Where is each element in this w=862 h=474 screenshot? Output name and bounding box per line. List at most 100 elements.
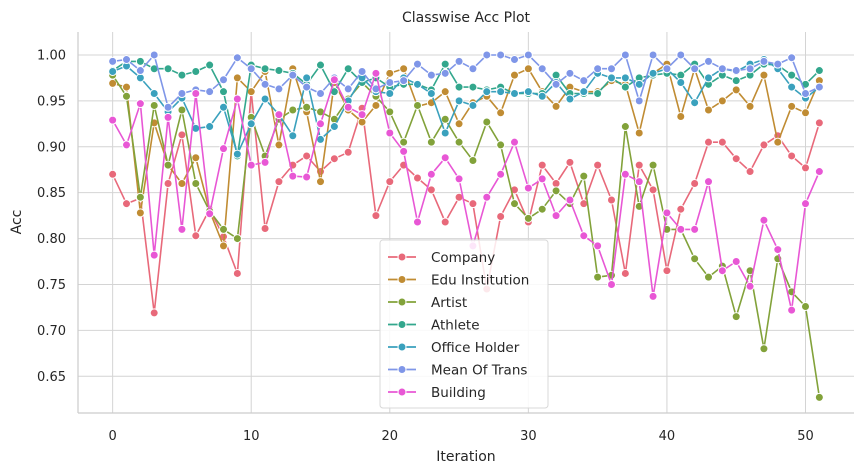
data-point	[343, 147, 353, 157]
data-point	[191, 231, 201, 241]
data-point	[232, 94, 242, 104]
data-point	[440, 128, 450, 138]
data-point	[690, 64, 700, 74]
data-point	[302, 172, 312, 182]
data-point	[135, 66, 145, 76]
x-tick-label: 20	[382, 429, 399, 444]
data-point	[801, 108, 810, 118]
data-point	[177, 70, 187, 80]
data-point	[371, 211, 381, 221]
data-point	[246, 64, 256, 74]
data-point	[496, 50, 506, 60]
data-point	[177, 89, 187, 99]
y-tick-label: 1.00	[37, 48, 66, 63]
data-point	[191, 153, 201, 163]
data-point	[814, 392, 824, 402]
data-point	[648, 185, 658, 195]
data-point	[399, 146, 409, 156]
data-point	[620, 268, 630, 278]
legend-item: Building	[388, 385, 486, 401]
data-point	[565, 195, 575, 205]
data-point	[593, 89, 603, 99]
series-building	[108, 68, 824, 315]
legend-swatch-marker	[397, 297, 407, 307]
data-point	[523, 50, 533, 60]
data-point	[551, 178, 561, 188]
data-point	[801, 163, 810, 173]
data-point	[246, 87, 256, 97]
series-company	[108, 87, 824, 318]
legend-item: Company	[388, 250, 495, 266]
data-point	[731, 257, 741, 267]
data-point	[759, 56, 769, 66]
y-axis-title: Acc	[9, 210, 25, 235]
data-point	[496, 212, 506, 222]
data-point	[177, 178, 187, 188]
data-point	[510, 70, 519, 80]
legend-item: Athlete	[388, 318, 480, 334]
data-point	[191, 178, 201, 188]
y-tick-label: 0.95	[37, 94, 66, 109]
data-point	[745, 281, 755, 291]
data-point	[288, 70, 298, 80]
data-point	[219, 241, 228, 251]
legend-items: Company Edu Institution Artist Athlete Offic…	[388, 250, 529, 401]
data-point	[496, 108, 506, 118]
data-point	[177, 130, 187, 140]
data-point	[648, 68, 658, 78]
data-point	[357, 66, 367, 76]
y-tick-label: 0.75	[37, 278, 66, 293]
data-point	[690, 178, 700, 188]
data-point	[468, 199, 478, 209]
data-point	[232, 149, 242, 159]
data-point	[704, 73, 713, 83]
data-point	[260, 157, 270, 167]
data-point	[205, 122, 215, 132]
data-point	[579, 231, 589, 241]
data-point	[219, 87, 228, 97]
data-point	[676, 77, 686, 87]
data-point	[773, 245, 783, 255]
data-point	[787, 305, 797, 315]
data-point	[219, 144, 228, 154]
data-point	[551, 101, 561, 111]
data-point	[385, 177, 395, 187]
data-point	[551, 70, 561, 80]
data-point	[704, 137, 713, 147]
data-point	[385, 107, 395, 117]
data-point	[634, 160, 644, 170]
data-point	[607, 73, 616, 83]
data-point	[579, 87, 589, 97]
data-point	[135, 192, 145, 202]
x-tick-label: 10	[243, 429, 260, 444]
data-point	[537, 160, 547, 170]
data-point	[426, 169, 436, 179]
data-point	[454, 96, 464, 106]
data-point	[468, 156, 478, 166]
legend-label: Office Holder	[431, 340, 520, 356]
data-point	[496, 169, 506, 179]
data-point	[274, 84, 284, 94]
data-point	[316, 177, 325, 187]
data-point	[551, 211, 561, 221]
data-point	[413, 217, 422, 227]
legend-item: Office Holder	[388, 340, 520, 356]
data-point	[565, 157, 575, 167]
data-point	[496, 87, 506, 97]
data-point	[149, 100, 159, 110]
legend-label: Mean Of Trans	[431, 363, 527, 379]
data-point	[759, 215, 769, 225]
data-point	[814, 66, 824, 76]
data-point	[135, 208, 145, 218]
data-point	[122, 82, 131, 92]
data-point	[731, 66, 741, 76]
data-point	[357, 110, 367, 120]
data-point	[413, 100, 422, 110]
data-point	[246, 160, 256, 170]
data-point	[135, 99, 145, 109]
data-point	[329, 122, 339, 132]
legend-label: Athlete	[431, 318, 480, 334]
data-point	[801, 89, 810, 99]
data-point	[773, 59, 783, 69]
data-point	[607, 279, 616, 289]
